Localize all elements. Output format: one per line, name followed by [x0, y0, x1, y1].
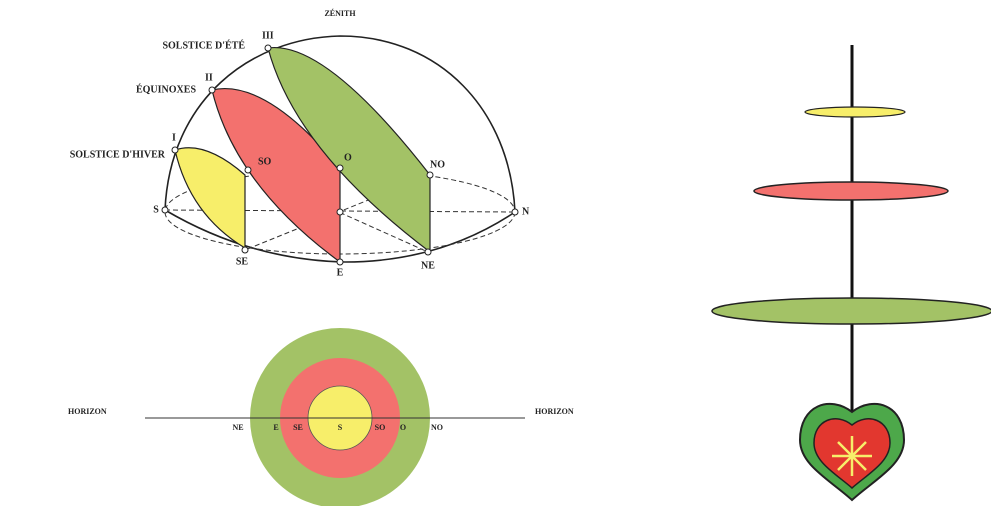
point: [264, 44, 272, 52]
path-label: SOLSTICE D'ÉTÉ: [162, 39, 245, 51]
horizon-label: HORIZON: [68, 407, 107, 416]
mobile: [711, 45, 991, 502]
path-label: ÉQUINOXES: [136, 83, 196, 95]
point-label: S: [338, 423, 343, 432]
point: [424, 248, 432, 256]
point-label: NE: [232, 423, 243, 432]
point-label: O: [400, 423, 406, 432]
point-label: SO: [375, 423, 386, 432]
point: [241, 246, 249, 254]
point-label: O: [344, 152, 352, 163]
horizon-front: [164, 209, 516, 263]
plan: HORIZON HORIZON NE E SE S SO O NO: [68, 328, 574, 506]
point: [161, 206, 169, 214]
point-label: NO: [430, 159, 445, 170]
point-label: N: [522, 206, 530, 217]
zenith-label: ZÉNITH: [324, 8, 356, 18]
point-label: S: [153, 204, 159, 215]
point: [426, 171, 434, 179]
sun-star: [832, 436, 872, 476]
point: [244, 166, 252, 174]
point-label: NO: [431, 423, 443, 432]
point-label: SO: [258, 156, 272, 167]
equinox-disc: [753, 181, 949, 201]
point: [336, 208, 344, 216]
point: [208, 86, 216, 94]
point: [171, 146, 179, 154]
path-numeral: I: [172, 132, 176, 143]
point-label: E: [337, 267, 344, 278]
point-label: E: [273, 423, 278, 432]
point-label: SE: [236, 256, 249, 267]
point-label: SE: [293, 423, 303, 432]
horizon-label: HORIZON: [535, 407, 574, 416]
path-label: SOLSTICE D'HIVER: [70, 149, 166, 160]
dome-arc: [164, 35, 516, 213]
path-numeral: II: [205, 72, 213, 83]
path-numeral: III: [262, 30, 274, 41]
winter-disc: [804, 106, 906, 118]
point-label: NE: [421, 260, 435, 271]
point: [336, 164, 344, 172]
point: [511, 208, 519, 216]
dome: ZÉNITH SOLSTICE D'ÉTÉ III ÉQUINOXES II S…: [70, 8, 530, 278]
summer-disc: [711, 297, 991, 325]
point: [336, 258, 344, 266]
